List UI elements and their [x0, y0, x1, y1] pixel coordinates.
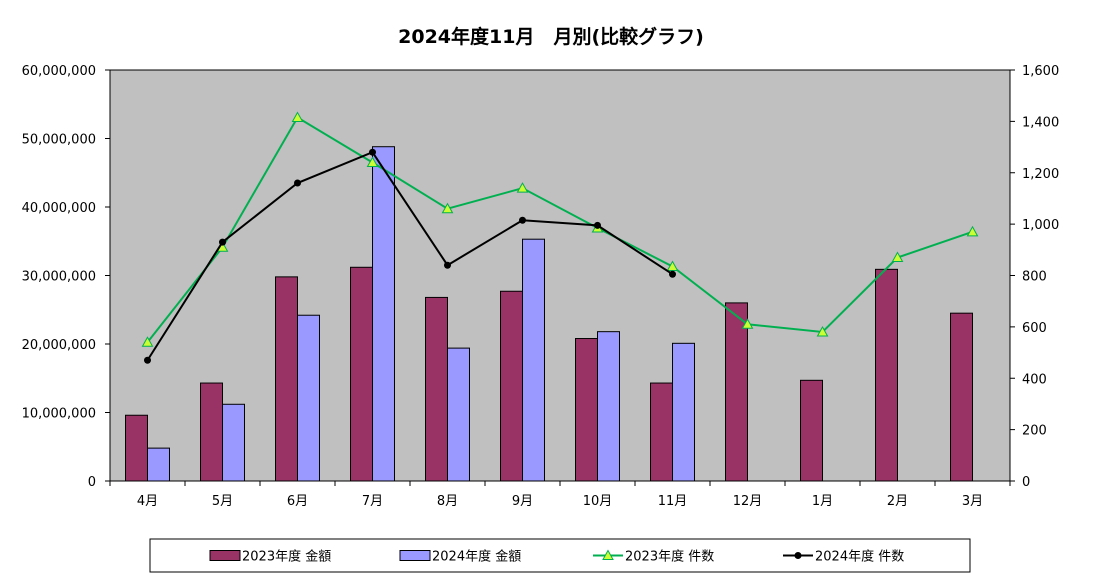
x-axis-tick-label: 6月	[287, 494, 308, 509]
bar-2024-amount	[222, 403, 245, 482]
point-2024-count	[519, 216, 526, 224]
x-axis-tick-label: 12月	[733, 494, 763, 509]
bar-2024-amount	[447, 347, 470, 482]
bar-2024-amount	[672, 342, 695, 482]
bar-2023-amount	[350, 266, 373, 482]
right-axis-tick-label: 1,600	[1022, 64, 1059, 79]
legend-marker-2024-count	[794, 552, 802, 559]
point-2023-count	[816, 325, 829, 337]
bar-2023-amount	[125, 414, 148, 482]
right-axis-tick-label: 600	[1022, 321, 1047, 336]
point-2023-count	[891, 251, 904, 263]
point-2023-count	[441, 202, 454, 214]
x-axis-tick-label: 2月	[887, 494, 908, 509]
point-2024-count	[669, 270, 676, 278]
bar-2023-amount	[950, 312, 973, 482]
point-2024-count	[144, 356, 151, 364]
point-2024-count	[294, 179, 301, 187]
point-2024-count	[369, 148, 376, 156]
legend-label-2024-amount: 2024年度 金額	[432, 549, 521, 565]
right-axis-tick-label: 200	[1022, 424, 1047, 439]
x-axis-tick-label: 7月	[362, 494, 383, 509]
bar-2023-amount	[275, 276, 298, 482]
chart-title: 2024年度11月 月別(比較グラフ)	[398, 25, 704, 48]
point-2023-count	[141, 336, 154, 347]
right-axis-tick-label: 400	[1022, 372, 1047, 387]
bar-2023-amount	[650, 382, 673, 482]
left-axis-tick-label: 40,000,000	[22, 201, 96, 216]
x-axis-tick-label: 5月	[212, 494, 233, 509]
right-axis-tick-label: 1,400	[1022, 115, 1059, 130]
point-2024-count	[219, 238, 226, 246]
legend-swatch-2024-amount	[399, 550, 431, 561]
bar-2023-amount	[875, 268, 898, 482]
right-axis-tick-label: 0	[1022, 475, 1030, 490]
legend-label-2024-count: 2024年度 件数	[815, 549, 904, 565]
bar-2023-amount	[725, 302, 748, 482]
legend	[149, 538, 971, 573]
bar-2024-amount	[522, 238, 545, 482]
point-2024-count	[594, 221, 601, 229]
right-axis-tick-label: 1,000	[1022, 218, 1059, 233]
bar-2024-amount	[297, 314, 320, 482]
legend-marker-2023-count	[602, 549, 614, 560]
right-axis-tick-label: 1,200	[1022, 167, 1059, 182]
line-2024-count	[146, 150, 674, 361]
left-axis-tick-label: 10,000,000	[22, 407, 96, 422]
x-axis-tick-label: 11月	[658, 494, 688, 509]
x-axis-tick-label: 3月	[962, 494, 983, 509]
line-2023-count	[146, 116, 973, 343]
bar-2024-amount	[147, 447, 170, 482]
left-axis-tick-label: 50,000,000	[22, 133, 96, 148]
point-2023-count	[666, 260, 679, 272]
x-axis-tick-label: 1月	[812, 494, 833, 509]
x-axis-tick-label: 9月	[512, 494, 533, 509]
bar-2024-amount	[597, 331, 620, 482]
left-axis-tick-label: 0	[88, 475, 96, 490]
right-axis-tick-label: 800	[1022, 270, 1047, 285]
bar-2023-amount	[500, 290, 523, 482]
plot-area	[109, 69, 1011, 482]
point-2023-count	[291, 111, 304, 123]
bar-2023-amount	[425, 296, 448, 482]
left-axis-tick-label: 30,000,000	[22, 270, 96, 285]
point-2023-count	[366, 156, 379, 167]
point-2023-count	[966, 225, 979, 237]
bar-2023-amount	[200, 382, 223, 482]
bar-2023-amount	[575, 338, 598, 482]
point-2024-count	[444, 261, 451, 269]
bar-2024-amount	[372, 146, 395, 482]
legend-label-2023-amount: 2023年度 金額	[242, 549, 331, 565]
x-axis-tick-label: 8月	[437, 494, 458, 509]
x-axis-tick-label: 4月	[137, 494, 158, 509]
left-axis-tick-label: 60,000,000	[22, 64, 96, 79]
bar-2023-amount	[800, 379, 823, 482]
x-axis-tick-label: 10月	[583, 494, 613, 509]
legend-label-2023-count: 2023年度 件数	[625, 549, 714, 565]
point-2023-count	[516, 182, 529, 193]
left-axis-tick-label: 20,000,000	[22, 338, 96, 353]
legend-swatch-2023-amount	[209, 550, 241, 561]
point-2023-count	[741, 318, 754, 329]
